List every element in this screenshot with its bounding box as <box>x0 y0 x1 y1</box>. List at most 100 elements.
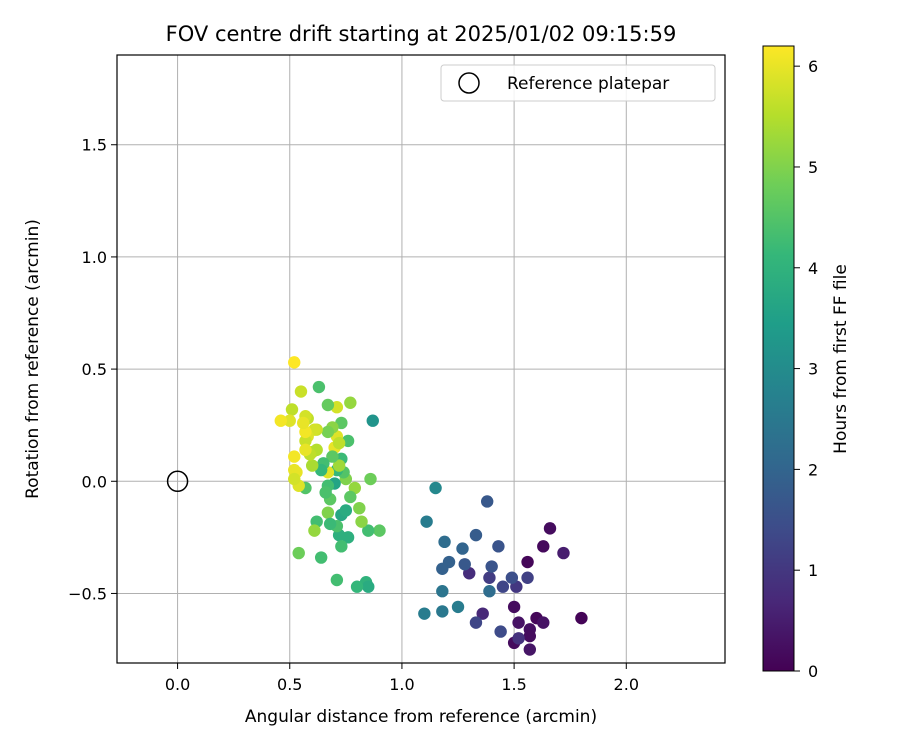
legend-label: Reference platepar <box>507 74 669 94</box>
data-point <box>523 629 537 643</box>
grid <box>117 55 725 663</box>
x-tick-label: 1.5 <box>501 675 526 694</box>
data-point <box>485 560 498 573</box>
data-point <box>294 385 308 398</box>
y-tick-label: −0.5 <box>68 584 107 603</box>
y-axis-label: Rotation from reference (arcmin) <box>23 219 43 499</box>
data-point <box>288 450 301 463</box>
data-point <box>335 540 348 553</box>
data-point <box>319 486 332 499</box>
data-point <box>507 600 521 614</box>
data-point <box>321 398 335 412</box>
data-point <box>285 403 299 416</box>
data-point <box>451 600 465 614</box>
data-point <box>492 540 505 553</box>
data-point <box>332 459 346 472</box>
data-point <box>436 562 449 575</box>
data-point <box>344 490 357 504</box>
x-tick-label: 2.0 <box>614 675 639 694</box>
data-point <box>521 571 534 584</box>
plot-frame <box>116 54 726 664</box>
x-tick-label: 0.5 <box>277 675 302 694</box>
colorbar-label: Hours from first FF file <box>831 264 851 454</box>
colorbar-tick-label: 1 <box>808 561 818 580</box>
colorbar-tick-label: 3 <box>808 360 818 379</box>
data-point <box>483 585 496 598</box>
data-point <box>429 481 442 495</box>
axes: 0.0 0.5 1.0 1.5 2.0 −0.5 0.0 0.5 1.0 1.5 <box>68 54 726 694</box>
data-point <box>344 396 357 409</box>
data-point <box>362 580 375 593</box>
data-point <box>458 558 471 571</box>
data-point <box>274 414 287 427</box>
colorbar-gradient <box>762 45 795 672</box>
data-point <box>353 501 366 515</box>
data-point <box>420 515 433 528</box>
data-point <box>308 524 321 537</box>
data-point <box>299 443 312 457</box>
data-point <box>469 616 483 629</box>
data-point <box>575 611 588 625</box>
y-tick-label: 0.5 <box>82 360 107 379</box>
data-point <box>438 535 451 549</box>
colorbar-tick-label: 5 <box>808 158 818 177</box>
colorbar-tick-label: 2 <box>808 460 818 479</box>
data-point <box>305 459 319 472</box>
data-point <box>299 434 312 448</box>
x-tick-label: 1.0 <box>389 675 414 694</box>
data-point <box>537 540 550 553</box>
data-point <box>330 573 344 587</box>
colorbar-tick-label: 0 <box>808 662 818 681</box>
x-axis-label: Angular distance from reference (arcmin) <box>245 707 597 727</box>
data-points <box>166 356 588 656</box>
data-point <box>436 605 449 618</box>
data-point <box>292 546 305 560</box>
data-point <box>512 632 525 645</box>
data-point <box>456 542 469 555</box>
y-tick-label: 1.0 <box>82 248 107 267</box>
reference-marker <box>166 470 189 493</box>
data-point <box>339 504 353 517</box>
data-point <box>469 528 483 542</box>
data-point <box>521 555 534 569</box>
data-point <box>297 416 310 430</box>
data-point <box>312 380 326 394</box>
x-tick-label: 0.0 <box>165 675 190 694</box>
data-point <box>288 356 301 369</box>
data-point <box>537 616 550 629</box>
data-point <box>480 495 494 508</box>
data-point <box>523 643 537 656</box>
data-point <box>512 616 525 629</box>
data-point <box>364 472 377 486</box>
y-tick-label: 0.0 <box>82 472 107 491</box>
data-point <box>321 425 335 439</box>
data-point <box>557 546 570 560</box>
data-point <box>326 450 339 463</box>
data-point <box>366 414 379 427</box>
data-point <box>355 515 368 528</box>
data-point <box>543 522 557 535</box>
data-point <box>321 506 335 519</box>
data-point <box>496 580 510 593</box>
data-point <box>483 571 496 584</box>
colorbar: 0 1 2 3 4 5 6 Hours from first FF file <box>762 45 851 681</box>
legend-box <box>440 64 716 102</box>
data-point <box>373 524 386 537</box>
data-point <box>494 625 507 638</box>
data-point <box>476 607 489 620</box>
data-point <box>436 585 449 598</box>
data-point <box>323 517 337 531</box>
data-point <box>362 524 375 537</box>
colorbar-tick-label: 6 <box>808 57 818 76</box>
data-point <box>283 414 296 427</box>
colorbar-tick-label: 4 <box>808 259 818 278</box>
data-point <box>332 436 346 450</box>
legend: Reference platepar <box>440 64 716 102</box>
data-point <box>314 551 328 564</box>
y-tick-label: 1.5 <box>82 136 107 155</box>
data-point <box>505 571 519 584</box>
data-point <box>288 472 301 486</box>
chart-title: FOV centre drift starting at 2025/01/02 … <box>166 22 677 46</box>
data-point <box>350 580 364 593</box>
